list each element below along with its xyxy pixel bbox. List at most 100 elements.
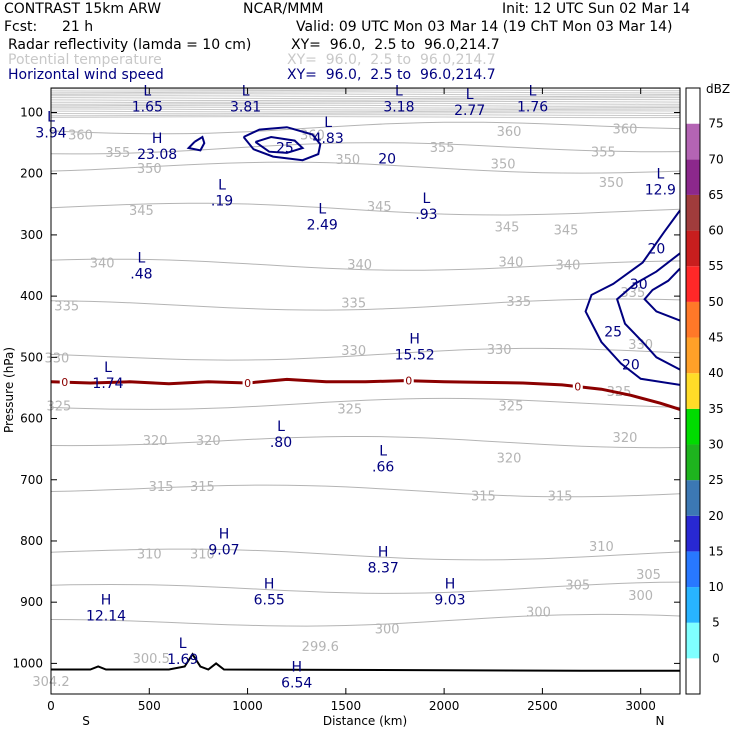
y-axis-label: Pressure (hPa)	[2, 347, 16, 433]
theta-label: 335	[506, 295, 531, 310]
y-tick-label: 800	[20, 534, 43, 548]
colorbar-label: 40	[708, 366, 723, 380]
high-marker: H	[264, 577, 275, 593]
colorbar-label: 60	[708, 224, 723, 238]
theta-label: 345	[554, 224, 579, 239]
extremum-value: .19	[211, 194, 233, 210]
wind-contour-label: 25	[604, 325, 622, 341]
upper-theta-line	[50, 95, 681, 98]
theta-label: 320	[613, 431, 638, 446]
extremum-value: 12.9	[645, 183, 676, 199]
freezing-label: 0	[574, 381, 581, 394]
init-time: Init: 12 UTC Sun 02 Mar 14	[502, 1, 691, 17]
x-tick-label: 0	[47, 699, 55, 713]
colorbar-swatch	[686, 194, 700, 231]
plot-area	[51, 88, 680, 694]
colorbar-frame	[685, 87, 701, 695]
extremum-value: 2.49	[307, 217, 338, 233]
fcst-label: Fcst:	[4, 19, 38, 35]
wind-contour-30	[643, 267, 681, 322]
colorbar-label: 10	[708, 580, 723, 594]
colorbar-label: 25	[708, 473, 723, 487]
theta-label: 335	[341, 296, 366, 311]
wind-contour-25	[615, 252, 681, 371]
y-tick-label: 400	[20, 289, 43, 303]
colorbar-label: 0	[712, 651, 720, 665]
high-marker: H	[152, 131, 163, 147]
extremum-value: 1.65	[132, 99, 163, 115]
theta-label: 355	[430, 141, 455, 156]
y-tick-label: 500	[20, 350, 43, 364]
colorbar-swatch	[686, 301, 700, 338]
theta-label: 300	[375, 623, 400, 638]
theta-label: 315	[471, 489, 496, 504]
extremum-value: 12.14	[86, 609, 126, 625]
upper-theta-line	[50, 91, 680, 94]
freezing-label: 0	[244, 377, 251, 390]
colorbar-label: 45	[708, 331, 723, 345]
extremum-value: 3.81	[230, 99, 261, 115]
colorbar-label: 65	[708, 188, 723, 202]
theta-contour-line	[50, 581, 681, 594]
y-tick-label: 600	[20, 412, 43, 426]
extremum-value: 2.77	[454, 103, 485, 119]
theta-label: 340	[499, 255, 524, 270]
theta-label: 340	[90, 257, 115, 272]
low-marker: L	[143, 83, 151, 99]
theta-label: 299.6	[302, 640, 339, 655]
theta-label: 315	[548, 489, 573, 504]
x-axis-label: Distance (km)	[323, 714, 407, 728]
x-tick-label: 1000	[232, 699, 263, 713]
theta-contour-line	[50, 161, 681, 174]
theta-label: 345	[367, 200, 392, 215]
theta-label: 340	[556, 259, 581, 274]
colorbar-units: dBZ	[706, 82, 730, 96]
theta-contour-line	[50, 202, 681, 216]
theta-label: 350	[335, 153, 360, 168]
colorbar-label: 55	[708, 259, 723, 273]
theta-contour-line	[50, 548, 681, 561]
theta-label: 360	[497, 125, 522, 140]
low-marker: L	[423, 191, 431, 207]
upper-theta-line	[50, 104, 681, 107]
endpoint-n: N	[656, 714, 665, 728]
theta-label: 300	[526, 606, 551, 621]
upper-theta-line	[50, 110, 681, 113]
theta-label: 355	[105, 146, 130, 161]
upper-theta-line	[50, 112, 681, 115]
colorbar-label: 20	[708, 509, 723, 523]
theta-label: 350	[137, 162, 162, 177]
low-marker: L	[138, 250, 146, 266]
theta-label: 335	[54, 300, 79, 315]
fcst-value: 21 h	[62, 19, 94, 35]
low-marker: L	[324, 115, 332, 131]
wind-contour-label: 25	[276, 140, 294, 156]
xy-wind: XY= 96.0, 2.5 to 96.0,214.7	[287, 67, 496, 83]
wind-contour-label: 20	[647, 241, 665, 257]
high-marker: H	[409, 331, 420, 347]
colorbar: 0 5 10 15 20 25 30 35 40 45 50 55 60 65 70 75	[685, 87, 724, 695]
colorbar-swatch	[686, 266, 700, 302]
freezing-label: 0	[61, 376, 68, 389]
field-theta: Potential temperature	[8, 52, 162, 68]
colorbar-label: 35	[708, 402, 723, 416]
extrema-labels: L1.65L3.81L3.18L2.77L1.76L3.94L4.83H23.0…	[35, 83, 676, 691]
theta-contour-line	[50, 613, 681, 627]
colorbar-label: 70	[708, 152, 723, 166]
y-tick-label: 1000	[12, 656, 43, 670]
theta-contour-line	[50, 142, 681, 155]
high-marker: H	[291, 659, 302, 675]
y-tick-label: 100	[20, 105, 43, 119]
theta-label: 310	[190, 547, 215, 562]
low-marker: L	[395, 83, 403, 99]
extremum-value: 15.52	[395, 347, 435, 363]
theta-label: 320	[497, 451, 522, 466]
upper-theta-line	[50, 100, 681, 103]
theta-label: 325	[337, 402, 362, 417]
upper-theta-line	[50, 106, 681, 109]
model-title: CONTRAST 15km ARW	[4, 1, 162, 17]
theta-label: 350	[599, 176, 624, 191]
theta-label: 330	[487, 343, 512, 358]
colorbar-swatch	[686, 658, 700, 694]
